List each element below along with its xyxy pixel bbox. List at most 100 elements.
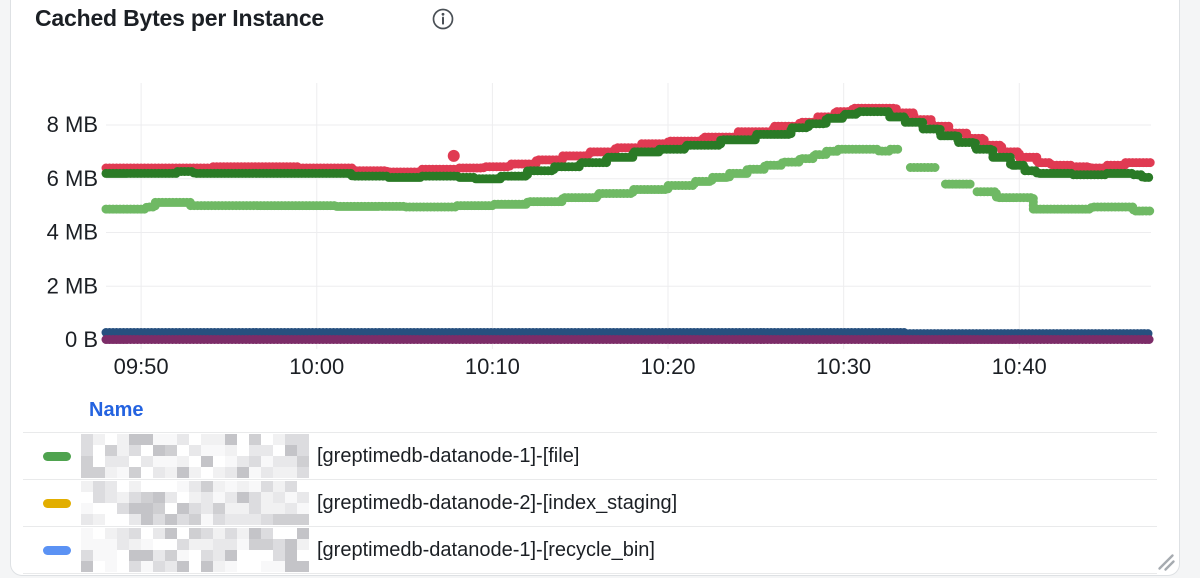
redacted-pixel	[117, 514, 129, 525]
redacted-pixel	[165, 456, 177, 467]
redacted-pixel	[177, 514, 189, 525]
redacted-pixel	[237, 445, 249, 456]
redacted-pixel	[273, 481, 285, 492]
redacted-pixel	[141, 550, 153, 561]
redacted-pixel	[105, 434, 117, 445]
redacted-pixel	[189, 434, 201, 445]
redacted-pixel	[237, 503, 249, 514]
x-tick-label: 10:30	[816, 354, 871, 379]
redacted-pixel	[189, 467, 201, 478]
redacted-pixel	[117, 481, 129, 492]
redacted-pixel	[81, 528, 93, 539]
redacted-pixel	[165, 514, 177, 525]
redacted-pixel	[249, 561, 261, 572]
x-tick-label: 09:50	[114, 354, 169, 379]
redacted-pixel	[129, 481, 141, 492]
redacted-pixel	[297, 503, 309, 514]
redacted-pixel	[117, 492, 129, 503]
redacted-pixel	[189, 528, 201, 539]
redacted-pixel	[225, 456, 237, 467]
redacted-pixel	[93, 492, 105, 503]
redacted-pixel	[285, 550, 297, 561]
redacted-pixel	[105, 445, 117, 456]
redacted-pixel	[261, 492, 273, 503]
redacted-pixel	[297, 445, 309, 456]
redacted-pixel	[129, 561, 141, 572]
redacted-pixel	[93, 456, 105, 467]
redacted-pixel	[165, 492, 177, 503]
redacted-pixel	[153, 514, 165, 525]
redacted-pixel	[141, 514, 153, 525]
redacted-pixel	[249, 528, 261, 539]
redacted-pixel	[129, 492, 141, 503]
redacted-pixel	[93, 445, 105, 456]
redacted-pixel	[141, 561, 153, 572]
redacted-pixel	[249, 434, 261, 445]
redacted-pixel	[189, 456, 201, 467]
redacted-pixel	[201, 481, 213, 492]
redacted-pixel	[237, 492, 249, 503]
redacted-pixel	[225, 445, 237, 456]
redacted-pixel	[213, 445, 225, 456]
redacted-pixel	[261, 434, 273, 445]
redacted-pixel	[105, 539, 117, 550]
redacted-pixel	[201, 467, 213, 478]
redacted-pixel	[141, 456, 153, 467]
series-red-line	[101, 103, 1156, 177]
redacted-pixel	[285, 434, 297, 445]
redacted-pixel	[273, 445, 285, 456]
redacted-pixel	[237, 467, 249, 478]
redacted-pixel	[261, 481, 273, 492]
redacted-pixel	[237, 539, 249, 550]
redacted-pixel	[285, 514, 297, 525]
redacted-pixel	[165, 503, 177, 514]
redacted-pixel	[225, 434, 237, 445]
redacted-pixel	[273, 492, 285, 503]
redacted-pixel	[117, 445, 129, 456]
redacted-text	[81, 528, 309, 572]
redacted-pixel	[201, 539, 213, 550]
redacted-pixel	[237, 514, 249, 525]
y-tick-label: 2 MB	[47, 273, 98, 298]
redacted-pixel	[285, 481, 297, 492]
redacted-pixel	[81, 514, 93, 525]
redacted-pixel	[165, 467, 177, 478]
redacted-pixel	[285, 456, 297, 467]
redacted-pixel	[153, 456, 165, 467]
redacted-pixel	[93, 528, 105, 539]
legend-header-name[interactable]: Name	[89, 399, 144, 421]
redacted-pixel	[177, 561, 189, 572]
redacted-pixel	[129, 503, 141, 514]
series-dash-icon	[43, 498, 71, 508]
redacted-pixel	[117, 561, 129, 572]
legend-label: [greptimedb-datanode-2]-[index_staging]	[317, 491, 678, 514]
redacted-pixel	[297, 539, 309, 550]
redacted-pixel	[141, 539, 153, 550]
redacted-pixel	[153, 434, 165, 445]
info-icon[interactable]	[431, 7, 455, 31]
timeseries-chart[interactable]: 0 B 2 MB 4 MB 6 MB 8 MB 09:50 10:00 10:10 10:20 1…	[11, 0, 1179, 387]
legend-row[interactable]: [greptimedb-datanode-1]-[recycle_bin]	[23, 526, 1157, 574]
redacted-pixel	[225, 492, 237, 503]
redacted-pixel	[129, 550, 141, 561]
resize-handle-icon[interactable]	[1156, 552, 1176, 572]
legend-row[interactable]: [greptimedb-datanode-1]-[file]	[23, 432, 1157, 479]
redacted-pixel	[213, 539, 225, 550]
redacted-pixel	[261, 514, 273, 525]
redacted-pixel	[177, 456, 189, 467]
legend-row[interactable]: [greptimedb-datanode-2]-[index_staging]	[23, 479, 1157, 526]
redacted-pixel	[81, 550, 93, 561]
redacted-pixel	[117, 528, 129, 539]
redacted-pixel	[201, 561, 213, 572]
redacted-pixel	[273, 539, 285, 550]
redacted-pixel	[273, 434, 285, 445]
redacted-pixel	[189, 539, 201, 550]
redacted-pixel	[225, 539, 237, 550]
redacted-pixel	[225, 514, 237, 525]
redacted-pixel	[105, 467, 117, 478]
redacted-pixel	[153, 561, 165, 572]
redacted-pixel	[129, 514, 141, 525]
redacted-pixel	[177, 467, 189, 478]
redacted-pixel	[189, 445, 201, 456]
series-dark-green-line	[101, 107, 1156, 184]
